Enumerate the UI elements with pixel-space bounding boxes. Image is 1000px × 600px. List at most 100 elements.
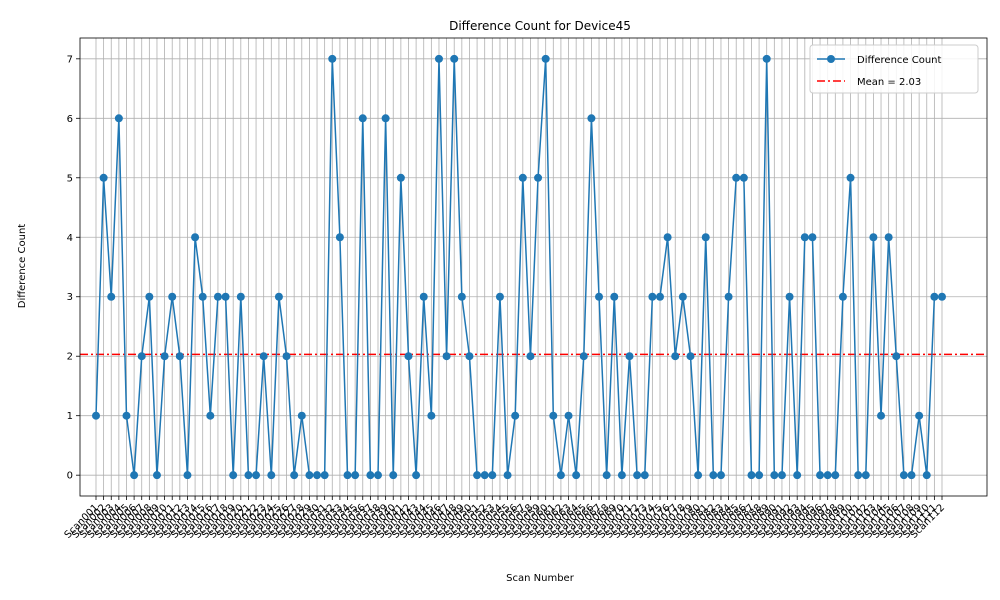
- data-point: [762, 54, 771, 63]
- x-axis-label: Scan Number: [506, 573, 575, 584]
- data-point: [625, 352, 634, 361]
- data-point: [831, 471, 840, 480]
- data-point: [617, 471, 626, 480]
- data-point: [389, 471, 398, 480]
- data-point: [480, 471, 489, 480]
- data-point: [793, 471, 802, 480]
- data-point: [419, 292, 428, 301]
- data-point: [823, 471, 832, 480]
- data-point: [229, 471, 238, 480]
- data-point: [800, 233, 809, 242]
- data-point: [145, 292, 154, 301]
- y-tick-label: 2: [67, 352, 73, 363]
- data-point: [412, 471, 421, 480]
- data-point: [297, 411, 306, 420]
- data-point: [213, 292, 222, 301]
- data-point: [259, 352, 268, 361]
- data-point: [358, 114, 367, 123]
- data-point: [747, 471, 756, 480]
- data-point: [252, 471, 261, 480]
- data-point: [869, 233, 878, 242]
- data-point: [343, 471, 352, 480]
- plot-area: [80, 38, 987, 496]
- legend: Difference Count Mean = 2.03: [809, 44, 979, 94]
- data-point: [236, 292, 245, 301]
- data-point: [534, 173, 543, 182]
- data-point: [374, 471, 382, 480]
- data-point: [305, 471, 314, 480]
- data-point: [808, 233, 817, 242]
- y-axis-ticks: 0 1 2 3 4 5 6 7: [67, 54, 80, 482]
- data-point: [404, 352, 413, 361]
- data-point: [488, 471, 497, 480]
- y-tick-label: 1: [67, 411, 73, 422]
- data-point: [648, 292, 657, 301]
- data-point: [701, 233, 710, 242]
- y-tick-label: 7: [67, 54, 73, 65]
- data-point: [610, 292, 619, 301]
- data-point: [716, 471, 725, 480]
- data-point: [274, 292, 283, 301]
- data-point: [892, 352, 901, 361]
- data-point: [861, 471, 870, 480]
- data-point: [495, 292, 504, 301]
- data-point: [282, 352, 291, 361]
- data-point: [877, 411, 886, 420]
- data-point: [267, 471, 276, 480]
- data-point: [130, 471, 139, 480]
- data-point: [816, 471, 825, 480]
- chart-title: Difference Count for Device45: [449, 19, 631, 33]
- y-tick-label: 6: [67, 114, 73, 125]
- data-point: [122, 411, 131, 420]
- data-point: [930, 292, 939, 301]
- data-point: [351, 471, 360, 480]
- data-point: [434, 54, 443, 63]
- data-point: [457, 292, 466, 301]
- data-point: [160, 352, 169, 361]
- data-point: [732, 173, 741, 182]
- data-point: [313, 471, 322, 480]
- data-point: [290, 471, 299, 480]
- data-point: [846, 173, 855, 182]
- data-point: [328, 54, 337, 63]
- data-point: [922, 471, 931, 480]
- data-point: [366, 471, 375, 480]
- data-point: [107, 292, 116, 301]
- data-point: [221, 292, 230, 301]
- data-point: [168, 292, 177, 301]
- data-point: [587, 114, 596, 123]
- data-point: [663, 233, 672, 242]
- data-point: [244, 471, 253, 480]
- data-point: [518, 173, 527, 182]
- data-point: [152, 471, 161, 480]
- legend-series-marker: [827, 55, 835, 63]
- data-point: [191, 233, 200, 242]
- data-point: [755, 471, 764, 480]
- data-point: [640, 471, 649, 480]
- data-point: [198, 292, 207, 301]
- data-point: [777, 471, 786, 480]
- data-point: [183, 471, 192, 480]
- data-point: [854, 471, 863, 480]
- data-point: [564, 411, 573, 420]
- legend-mean-label: Mean = 2.03: [857, 77, 921, 88]
- data-point: [450, 54, 459, 63]
- data-point: [541, 54, 550, 63]
- series-line-difference-count: [95, 58, 942, 476]
- y-axis-label: Difference Count: [17, 224, 28, 309]
- data-point: [656, 292, 664, 301]
- data-point: [907, 471, 916, 480]
- data-point: [938, 292, 946, 301]
- data-point: [427, 411, 436, 420]
- data-point: [899, 471, 908, 480]
- data-point: [175, 352, 184, 361]
- data-point: [99, 173, 108, 182]
- data-point: [206, 411, 215, 420]
- data-point: [678, 292, 687, 301]
- data-point: [556, 471, 565, 480]
- data-point: [526, 352, 535, 361]
- x-axis-ticks: Scan001Scan002Scan003Scan004Scan005Scan0…: [63, 496, 947, 541]
- y-tick-label: 3: [67, 292, 73, 303]
- data-point: [838, 292, 847, 301]
